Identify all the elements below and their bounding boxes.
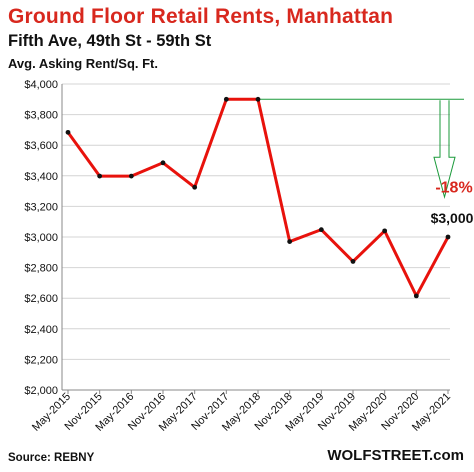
data-point	[97, 173, 103, 179]
data-point	[382, 228, 388, 234]
chart-title: Ground Floor Retail Rents, Manhattan	[8, 5, 394, 28]
x-axis: May-2015Nov-2015May-2016Nov-2016May-2017…	[30, 389, 453, 434]
annotation-labels: -18% $3,000	[431, 180, 474, 226]
data-point	[65, 129, 71, 135]
data-point	[318, 227, 324, 233]
source-note: Source: REBNY	[8, 452, 95, 464]
y-tick-label: $2,800	[24, 263, 58, 275]
data-point	[287, 239, 293, 244]
data-point	[445, 234, 451, 240]
y-tick-label: $2,400	[24, 324, 58, 336]
y-tick-label: $2,200	[24, 354, 58, 366]
series	[65, 96, 451, 299]
last-value-label: $3,000	[431, 210, 474, 226]
reference-annotation	[258, 98, 464, 199]
data-point	[192, 184, 198, 190]
y-axis: $2,000 $2,200 $2,400 $2,600 $2,800 $3,000 $3,2…	[24, 79, 63, 397]
chart-subtitle: Fifth Ave, 49th St - 59th St	[8, 32, 212, 50]
y-tick-label: $3,200	[24, 201, 58, 213]
y-tick-label: $4,000	[24, 79, 58, 91]
down-arrow	[433, 100, 456, 199]
gridlines	[62, 83, 450, 391]
y-tick-label: $3,400	[24, 171, 58, 183]
data-point	[160, 160, 166, 166]
y-tick-label: $2,600	[24, 293, 58, 305]
change-label: -18%	[435, 180, 472, 197]
y-tick-label: $3,800	[24, 110, 58, 122]
data-point	[128, 173, 134, 179]
series-line	[66, 97, 450, 298]
y-tick-label: $3,000	[24, 232, 58, 244]
data-point	[223, 96, 229, 102]
y-tick-label: $2,000	[24, 385, 58, 397]
brand-watermark: WOLFSTREET.com	[327, 447, 464, 464]
y-tick-label: $3,600	[24, 140, 58, 152]
data-point	[350, 259, 356, 264]
y-axis-label: Avg. Asking Rent/Sq. Ft.	[8, 56, 158, 71]
data-point	[413, 293, 419, 299]
data-point	[255, 96, 261, 102]
